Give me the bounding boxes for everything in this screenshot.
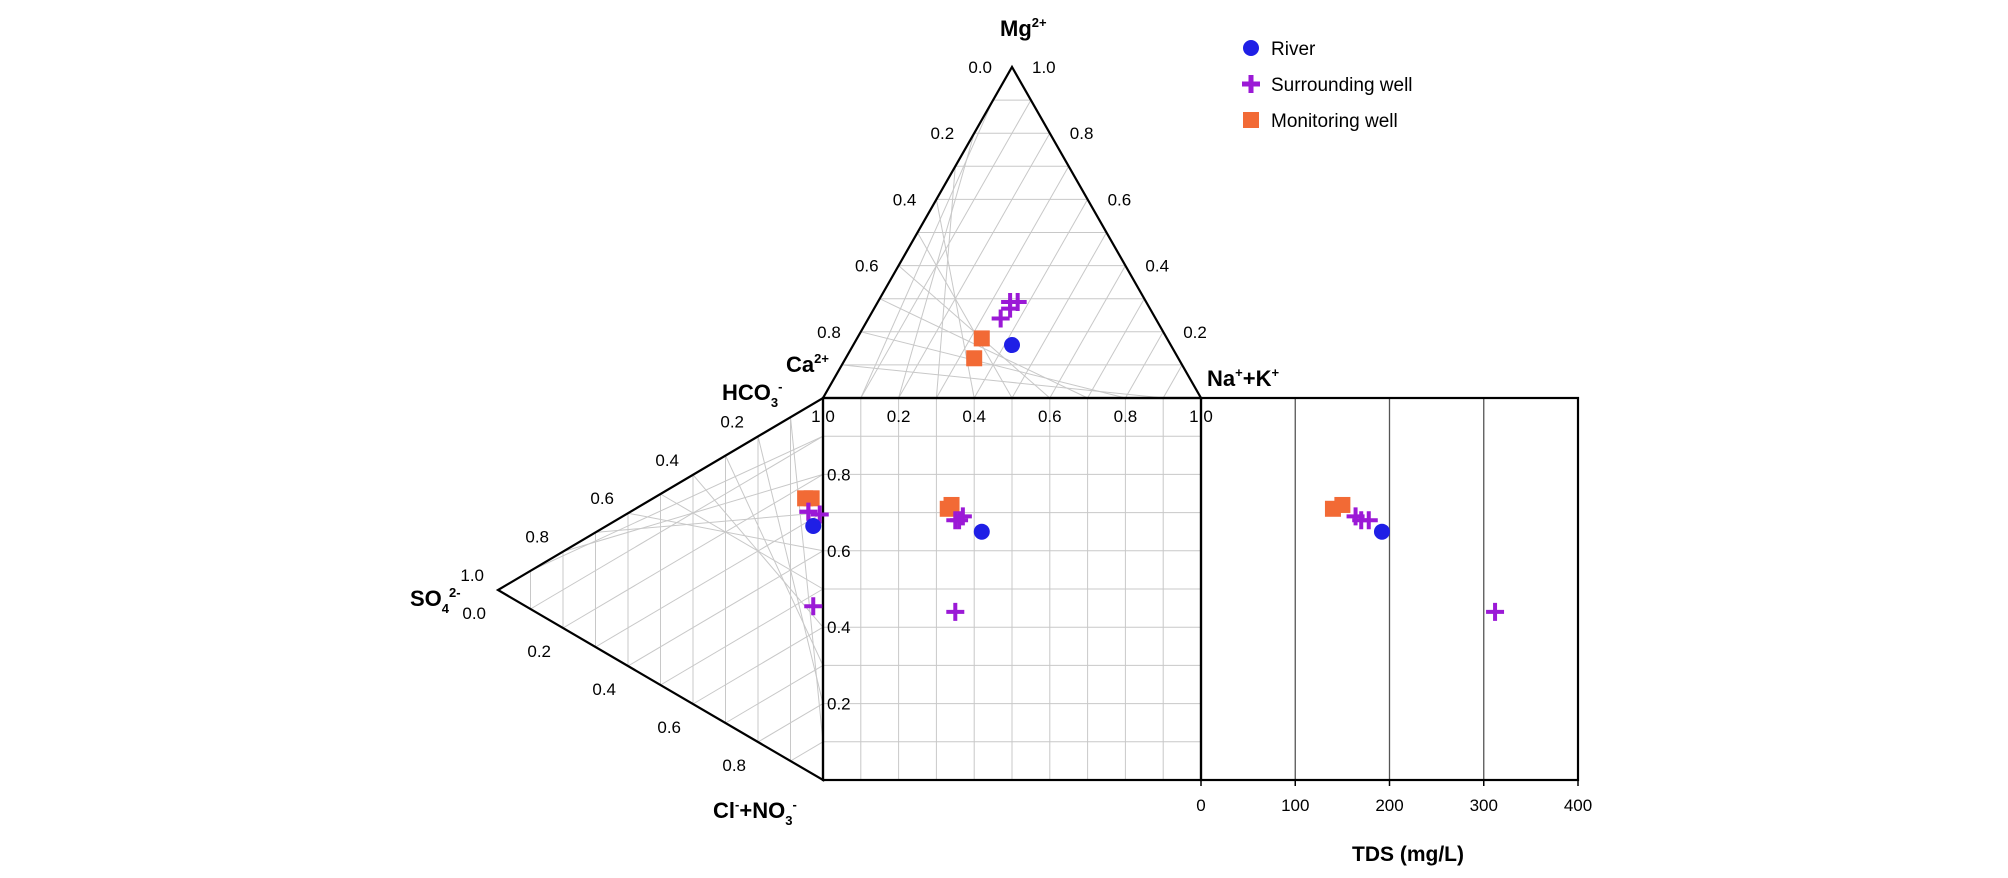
cation-left-tick: 0.4 bbox=[893, 190, 917, 209]
square-left-tick: 0.4 bbox=[827, 618, 851, 637]
square-left-tick: 0.2 bbox=[827, 695, 851, 714]
cation-right-tick: 0.2 bbox=[1183, 323, 1207, 342]
anion-upper-tick: 0.4 bbox=[655, 451, 679, 470]
tick-layer: 0.0 0.2 0.4 0.6 0.8 1.0 0.8 0.6 0.4 0.2 0.2 0.4 0.6 0… bbox=[460, 58, 1592, 815]
cation-grid bbox=[879, 298, 1088, 399]
tds-axis-title: TDS (mg/L) bbox=[1352, 843, 1464, 866]
cation-left-tick: 0.0 bbox=[968, 58, 992, 77]
tds-tick-label: 0 bbox=[1196, 796, 1205, 815]
surrounding-well-point-square bbox=[950, 511, 969, 530]
anion-upper-tick: 0.8 bbox=[525, 528, 549, 547]
cation-grid bbox=[917, 232, 1013, 399]
cation-grid bbox=[1087, 298, 1145, 399]
monitoring-well-point-cation bbox=[966, 350, 983, 367]
tds-tick-label: 100 bbox=[1281, 796, 1309, 815]
surrounding-well-point-cation bbox=[991, 309, 1010, 328]
cation-left-tick: 0.8 bbox=[817, 323, 841, 342]
anion-grid bbox=[692, 474, 824, 628]
cation-grid bbox=[1011, 232, 1107, 399]
surrounding-well-point-anion bbox=[799, 502, 818, 521]
anion-grid bbox=[790, 417, 824, 742]
ion-label-na-k: Na++K+ bbox=[1207, 365, 1279, 391]
anion-lower-tick: 0.0 bbox=[462, 604, 486, 623]
anion-grid bbox=[725, 455, 824, 666]
anion-grid bbox=[757, 703, 824, 743]
river-point-square bbox=[973, 523, 990, 540]
square-top-tick: 0.4 bbox=[962, 407, 986, 426]
tds-tick-label: 400 bbox=[1564, 796, 1592, 815]
monitoring-well-point-tds bbox=[1334, 496, 1351, 513]
cation-grid bbox=[841, 364, 1164, 399]
anion-lower-tick: 0.2 bbox=[527, 642, 551, 661]
surrounding-well-point-square bbox=[946, 602, 965, 621]
surrounding-well-point-anion bbox=[804, 597, 823, 616]
anion-lower-tick: 0.4 bbox=[592, 680, 616, 699]
river-point-anion bbox=[805, 518, 822, 534]
square-top-tick: 1.0 bbox=[1189, 407, 1213, 426]
cation-right-tick: 1.0 bbox=[1032, 58, 1056, 77]
square-left-tick: 0.6 bbox=[827, 542, 851, 561]
ion-label-so4: SO42- bbox=[410, 585, 461, 616]
tds-tick-label: 200 bbox=[1375, 796, 1403, 815]
square-top-tick: 0.2 bbox=[887, 407, 911, 426]
anion-grid bbox=[660, 493, 824, 590]
legend-surrounding-well-marker bbox=[1242, 75, 1260, 93]
anion-grid bbox=[595, 512, 824, 648]
surrounding-well-point-anion bbox=[810, 505, 829, 524]
cation-right-tick: 0.8 bbox=[1070, 124, 1094, 143]
anion-grid bbox=[725, 664, 824, 724]
anion-upper-tick: 0.2 bbox=[720, 412, 744, 431]
river-point-tds bbox=[1373, 523, 1390, 540]
surrounding-well-point-tds bbox=[1486, 602, 1505, 621]
monitoring-well-point-anion bbox=[803, 490, 820, 507]
surrounding-well-point-tds bbox=[1359, 511, 1378, 530]
legend-monitoring-well-label: Monitoring well bbox=[1271, 111, 1398, 132]
anion-upper-tick: 0.6 bbox=[590, 489, 614, 508]
cation-right-tick: 0.6 bbox=[1108, 190, 1132, 209]
frame-layer bbox=[495, 64, 1580, 782]
anion-grid bbox=[790, 741, 824, 762]
surrounding-well-point-tds bbox=[1346, 507, 1365, 526]
square-top-tick: 1.0 bbox=[811, 407, 835, 426]
legend-river-marker bbox=[1243, 40, 1259, 56]
legend-river-label: River bbox=[1271, 39, 1316, 60]
anion-grid bbox=[757, 436, 824, 704]
anion-upper-tick: 1.0 bbox=[460, 566, 484, 585]
surrounding-well-point-cation bbox=[1008, 293, 1027, 312]
cation-grid bbox=[860, 331, 1126, 399]
tds-tick-label: 300 bbox=[1470, 796, 1498, 815]
cation-grid bbox=[935, 166, 1070, 399]
grid-layer bbox=[530, 99, 1485, 780]
square-top-tick: 0.8 bbox=[1114, 407, 1138, 426]
monitoring-well-point-square bbox=[943, 496, 960, 513]
river-point-cation bbox=[1004, 337, 1020, 354]
cation-grid bbox=[1049, 265, 1126, 399]
monitoring-well-point-cation bbox=[973, 330, 990, 347]
square-left-tick: 0.8 bbox=[827, 465, 851, 484]
point-layer bbox=[797, 293, 1505, 621]
ion-label-mg: Mg2+ bbox=[1000, 15, 1047, 41]
legend: River Surrounding well Monitoring well bbox=[1242, 39, 1413, 132]
anion-grid bbox=[660, 588, 824, 686]
legend-surrounding-well-label: Surrounding well bbox=[1271, 75, 1413, 96]
ion-label-ca: Ca2+ bbox=[786, 351, 829, 377]
cation-right-tick: 0.4 bbox=[1145, 257, 1169, 276]
cation-grid bbox=[1124, 331, 1164, 399]
anion-grid bbox=[692, 626, 824, 705]
cation-grid bbox=[1162, 364, 1183, 399]
surrounding-well-point-square bbox=[953, 507, 972, 526]
ion-labels: Mg2+ Ca2+ Na++K+ HCO3- SO42- Cl-+NO3- bbox=[410, 15, 1279, 828]
cation-left-tick: 0.6 bbox=[855, 257, 879, 276]
anion-lower-tick: 0.6 bbox=[657, 718, 681, 737]
anion-lower-tick: 0.8 bbox=[722, 756, 746, 775]
cation-left-tick: 0.2 bbox=[931, 124, 955, 143]
square-top-tick: 0.6 bbox=[1038, 407, 1062, 426]
ion-label-hco3: HCO3- bbox=[722, 379, 782, 410]
legend-monitoring-well-marker bbox=[1243, 112, 1259, 128]
ion-label-cl-no3: Cl-+NO3- bbox=[713, 797, 797, 828]
